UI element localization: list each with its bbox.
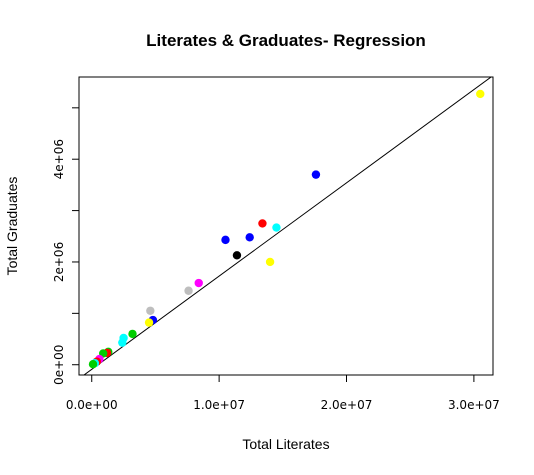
x-axis: 0.0e+00 1.0e+07 2.0e+07 3.0e+07: [66, 374, 500, 412]
regression-line-layer: [83, 77, 492, 375]
data-point: [258, 219, 267, 228]
data-point: [118, 338, 127, 347]
data-point: [194, 278, 203, 288]
data-point: [265, 257, 275, 267]
data-point: [144, 318, 154, 327]
x-tick-label: 2.0e+07: [321, 398, 373, 412]
data-point: [128, 329, 137, 339]
data-point: [184, 286, 193, 295]
y-tick-label: 4e+06: [52, 139, 66, 179]
x-tick-label: 3.0e+07: [448, 398, 500, 412]
y-axis: 0e+00 2e+06 4e+06: [52, 107, 80, 385]
data-point: [245, 233, 254, 242]
data-point: [311, 170, 321, 179]
data-point: [88, 360, 98, 369]
regression-line: [83, 77, 492, 375]
y-tick-label: 0e+00: [52, 345, 66, 385]
data-point: [146, 306, 155, 315]
chart-title: Literates & Graduates- Regression: [146, 31, 426, 50]
data-point: [221, 235, 230, 245]
points-layer: [88, 89, 485, 369]
y-tick-label: 2e+06: [52, 242, 66, 282]
data-point: [476, 89, 485, 99]
x-tick-label: 1.0e+07: [193, 398, 245, 412]
x-tick-label: 0.0e+00: [66, 398, 118, 412]
plot-frame: [78, 76, 494, 376]
y-axis-label: Total Graduates: [4, 177, 20, 276]
data-point: [232, 251, 242, 260]
x-axis-label: Total Literates: [242, 436, 329, 452]
data-point: [272, 223, 281, 232]
